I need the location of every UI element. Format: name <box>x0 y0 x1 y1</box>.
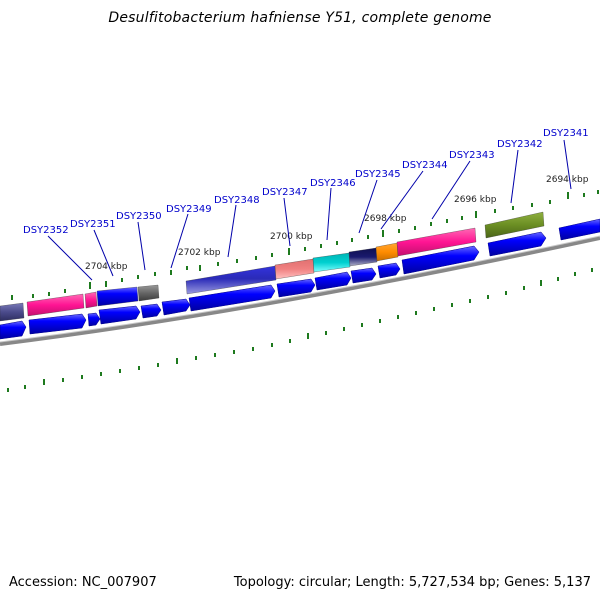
gene-labels: DSY2352 DSY2351 DSY2350 DSY2349 DSY2348 … <box>23 128 589 236</box>
gene-label: DSY2345 <box>355 169 401 180</box>
cds-arrow <box>98 305 141 325</box>
cog-feature <box>396 227 477 257</box>
accession-text: Accession: NC_007907 <box>9 575 157 590</box>
cog-track <box>0 211 545 322</box>
scale-label: 2700 kbp <box>270 232 313 242</box>
cds-arrow <box>140 303 162 319</box>
cog-feature <box>84 291 98 309</box>
gene-label: DSY2341 <box>543 128 589 139</box>
cds-track-reverse <box>0 218 600 340</box>
gene-leader-line <box>326 187 332 241</box>
gene-leader-line <box>563 139 572 190</box>
cog-feature <box>26 293 85 317</box>
inner-tick-ring <box>7 268 593 392</box>
gene-label: DSY2349 <box>166 204 212 215</box>
cds-arrow <box>28 313 87 335</box>
gene-label: DSY2346 <box>310 178 356 189</box>
scale-label: 2696 kbp <box>454 195 497 205</box>
cds-arrow <box>487 231 547 257</box>
gene-leader-line <box>47 235 93 281</box>
gene-label: DSY2344 <box>402 160 448 171</box>
cog-feature <box>137 284 160 302</box>
scale-label: 2702 kbp <box>178 248 221 258</box>
cog-feature <box>185 265 277 295</box>
gene-leader-line <box>510 149 519 204</box>
cds-arrow <box>558 218 600 241</box>
cog-feature <box>312 252 351 273</box>
cog-feature <box>0 302 25 322</box>
cds-arrow <box>0 320 27 340</box>
gene-leader-line <box>137 221 146 271</box>
cds-arrow <box>314 271 352 291</box>
cds-arrow <box>350 267 377 284</box>
gene-label: DSY2342 <box>497 139 543 150</box>
cds-arrow <box>161 298 191 316</box>
cds-arrow <box>87 312 101 327</box>
gene-leader-line <box>227 204 237 258</box>
scale-tick-ring <box>11 190 599 300</box>
genome-title: Desulfitobacterium hafniense Y51, comple… <box>108 10 492 26</box>
cog-feature <box>484 211 545 239</box>
gene-label: DSY2347 <box>262 187 308 198</box>
genome-backbone-highlight <box>0 235 600 343</box>
cog-feature <box>375 242 399 262</box>
scale-label: 2698 kbp <box>364 214 407 224</box>
gene-leader-line <box>431 160 471 220</box>
cds-arrow <box>276 278 316 298</box>
gene-leader-lines <box>47 139 572 281</box>
cog-feature <box>348 247 378 267</box>
gene-leader-line <box>283 197 291 247</box>
gene-label: DSY2351 <box>70 219 116 230</box>
gene-label: DSY2350 <box>116 211 162 222</box>
cds-arrow <box>401 245 480 275</box>
gene-leader-line <box>380 170 424 230</box>
gene-leader-line <box>93 229 114 277</box>
gene-leader-line <box>358 179 378 234</box>
cds-arrow <box>377 262 401 279</box>
scale-label: 2694 kbp <box>546 175 589 185</box>
cog-feature <box>96 286 139 307</box>
gene-leader-line <box>170 213 189 269</box>
gene-label: DSY2352 <box>23 225 69 236</box>
gene-label: DSY2343 <box>449 150 495 161</box>
scale-labels: 2704 kbp 2702 kbp 2700 kbp 2698 kbp 2696… <box>85 175 589 272</box>
genome-summary-text: Topology: circular; Length: 5,727,534 bp… <box>233 575 591 590</box>
genome-backbone <box>0 236 600 346</box>
cds-arrow <box>188 284 276 312</box>
gene-label: DSY2348 <box>214 195 260 206</box>
scale-label: 2704 kbp <box>85 262 128 272</box>
cog-feature <box>274 258 315 280</box>
